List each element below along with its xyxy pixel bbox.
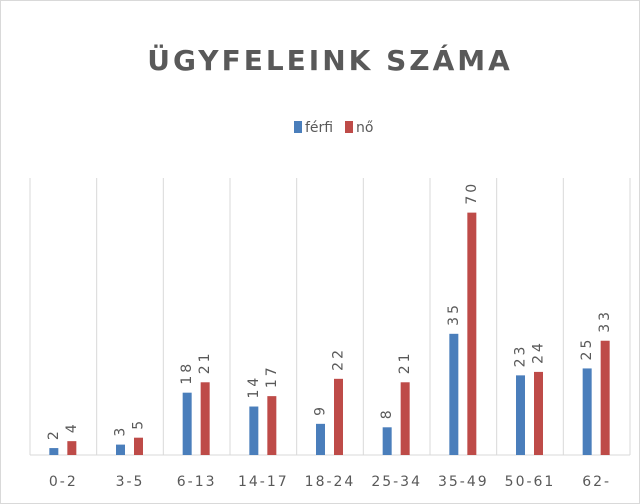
- x-tick-label: 18-24: [305, 474, 356, 490]
- bar: [316, 423, 325, 455]
- bar: [382, 427, 392, 455]
- bar: [134, 437, 143, 455]
- x-tick-label: 6-13: [177, 474, 217, 490]
- legend-label: férfi: [305, 120, 333, 136]
- value-label: 21: [197, 350, 213, 374]
- bar: [200, 382, 210, 455]
- value-label: 25: [579, 337, 595, 361]
- x-tick-label: 25-34: [371, 474, 422, 490]
- bar: [334, 378, 343, 455]
- value-label: 2: [46, 428, 62, 440]
- value-label: 35: [446, 302, 462, 326]
- value-label: 23: [513, 344, 529, 368]
- value-label: 14: [246, 375, 262, 399]
- bar: [67, 441, 77, 455]
- value-label: 33: [597, 309, 613, 333]
- value-label: 21: [397, 350, 413, 374]
- x-tick-label: 50-61: [505, 474, 556, 490]
- bar: [582, 368, 592, 455]
- legend-swatch: [294, 121, 302, 133]
- x-tick-label: 14-17: [238, 474, 289, 490]
- value-label: 3: [113, 425, 129, 437]
- x-tick-label: 35-49: [438, 474, 489, 490]
- value-label: 70: [464, 181, 480, 205]
- bar: [534, 371, 543, 455]
- x-tick-label: 3-5: [116, 474, 145, 490]
- chart-title: ÜGYFELEINK SZÁMA: [147, 43, 513, 77]
- bar: [516, 375, 525, 455]
- value-label: 18: [179, 361, 195, 385]
- value-label: 5: [131, 418, 147, 430]
- bar: [116, 444, 125, 455]
- value-label: 24: [531, 340, 547, 364]
- value-label: 22: [331, 347, 347, 371]
- x-tick-label: 62-: [582, 474, 611, 490]
- bar: [267, 396, 277, 455]
- value-label: 17: [264, 364, 280, 388]
- bar: [182, 392, 192, 455]
- bar: [449, 333, 459, 455]
- bar: [49, 448, 59, 455]
- legend-label: nő: [356, 120, 373, 136]
- bar: [249, 406, 259, 455]
- value-label: 9: [313, 404, 329, 416]
- bar: [400, 382, 410, 455]
- value-label: 4: [64, 421, 80, 433]
- bar: [467, 212, 477, 455]
- bar: [600, 340, 610, 455]
- x-tick-label: 0-2: [49, 474, 78, 490]
- value-label: 8: [379, 407, 395, 419]
- legend-swatch: [345, 121, 353, 133]
